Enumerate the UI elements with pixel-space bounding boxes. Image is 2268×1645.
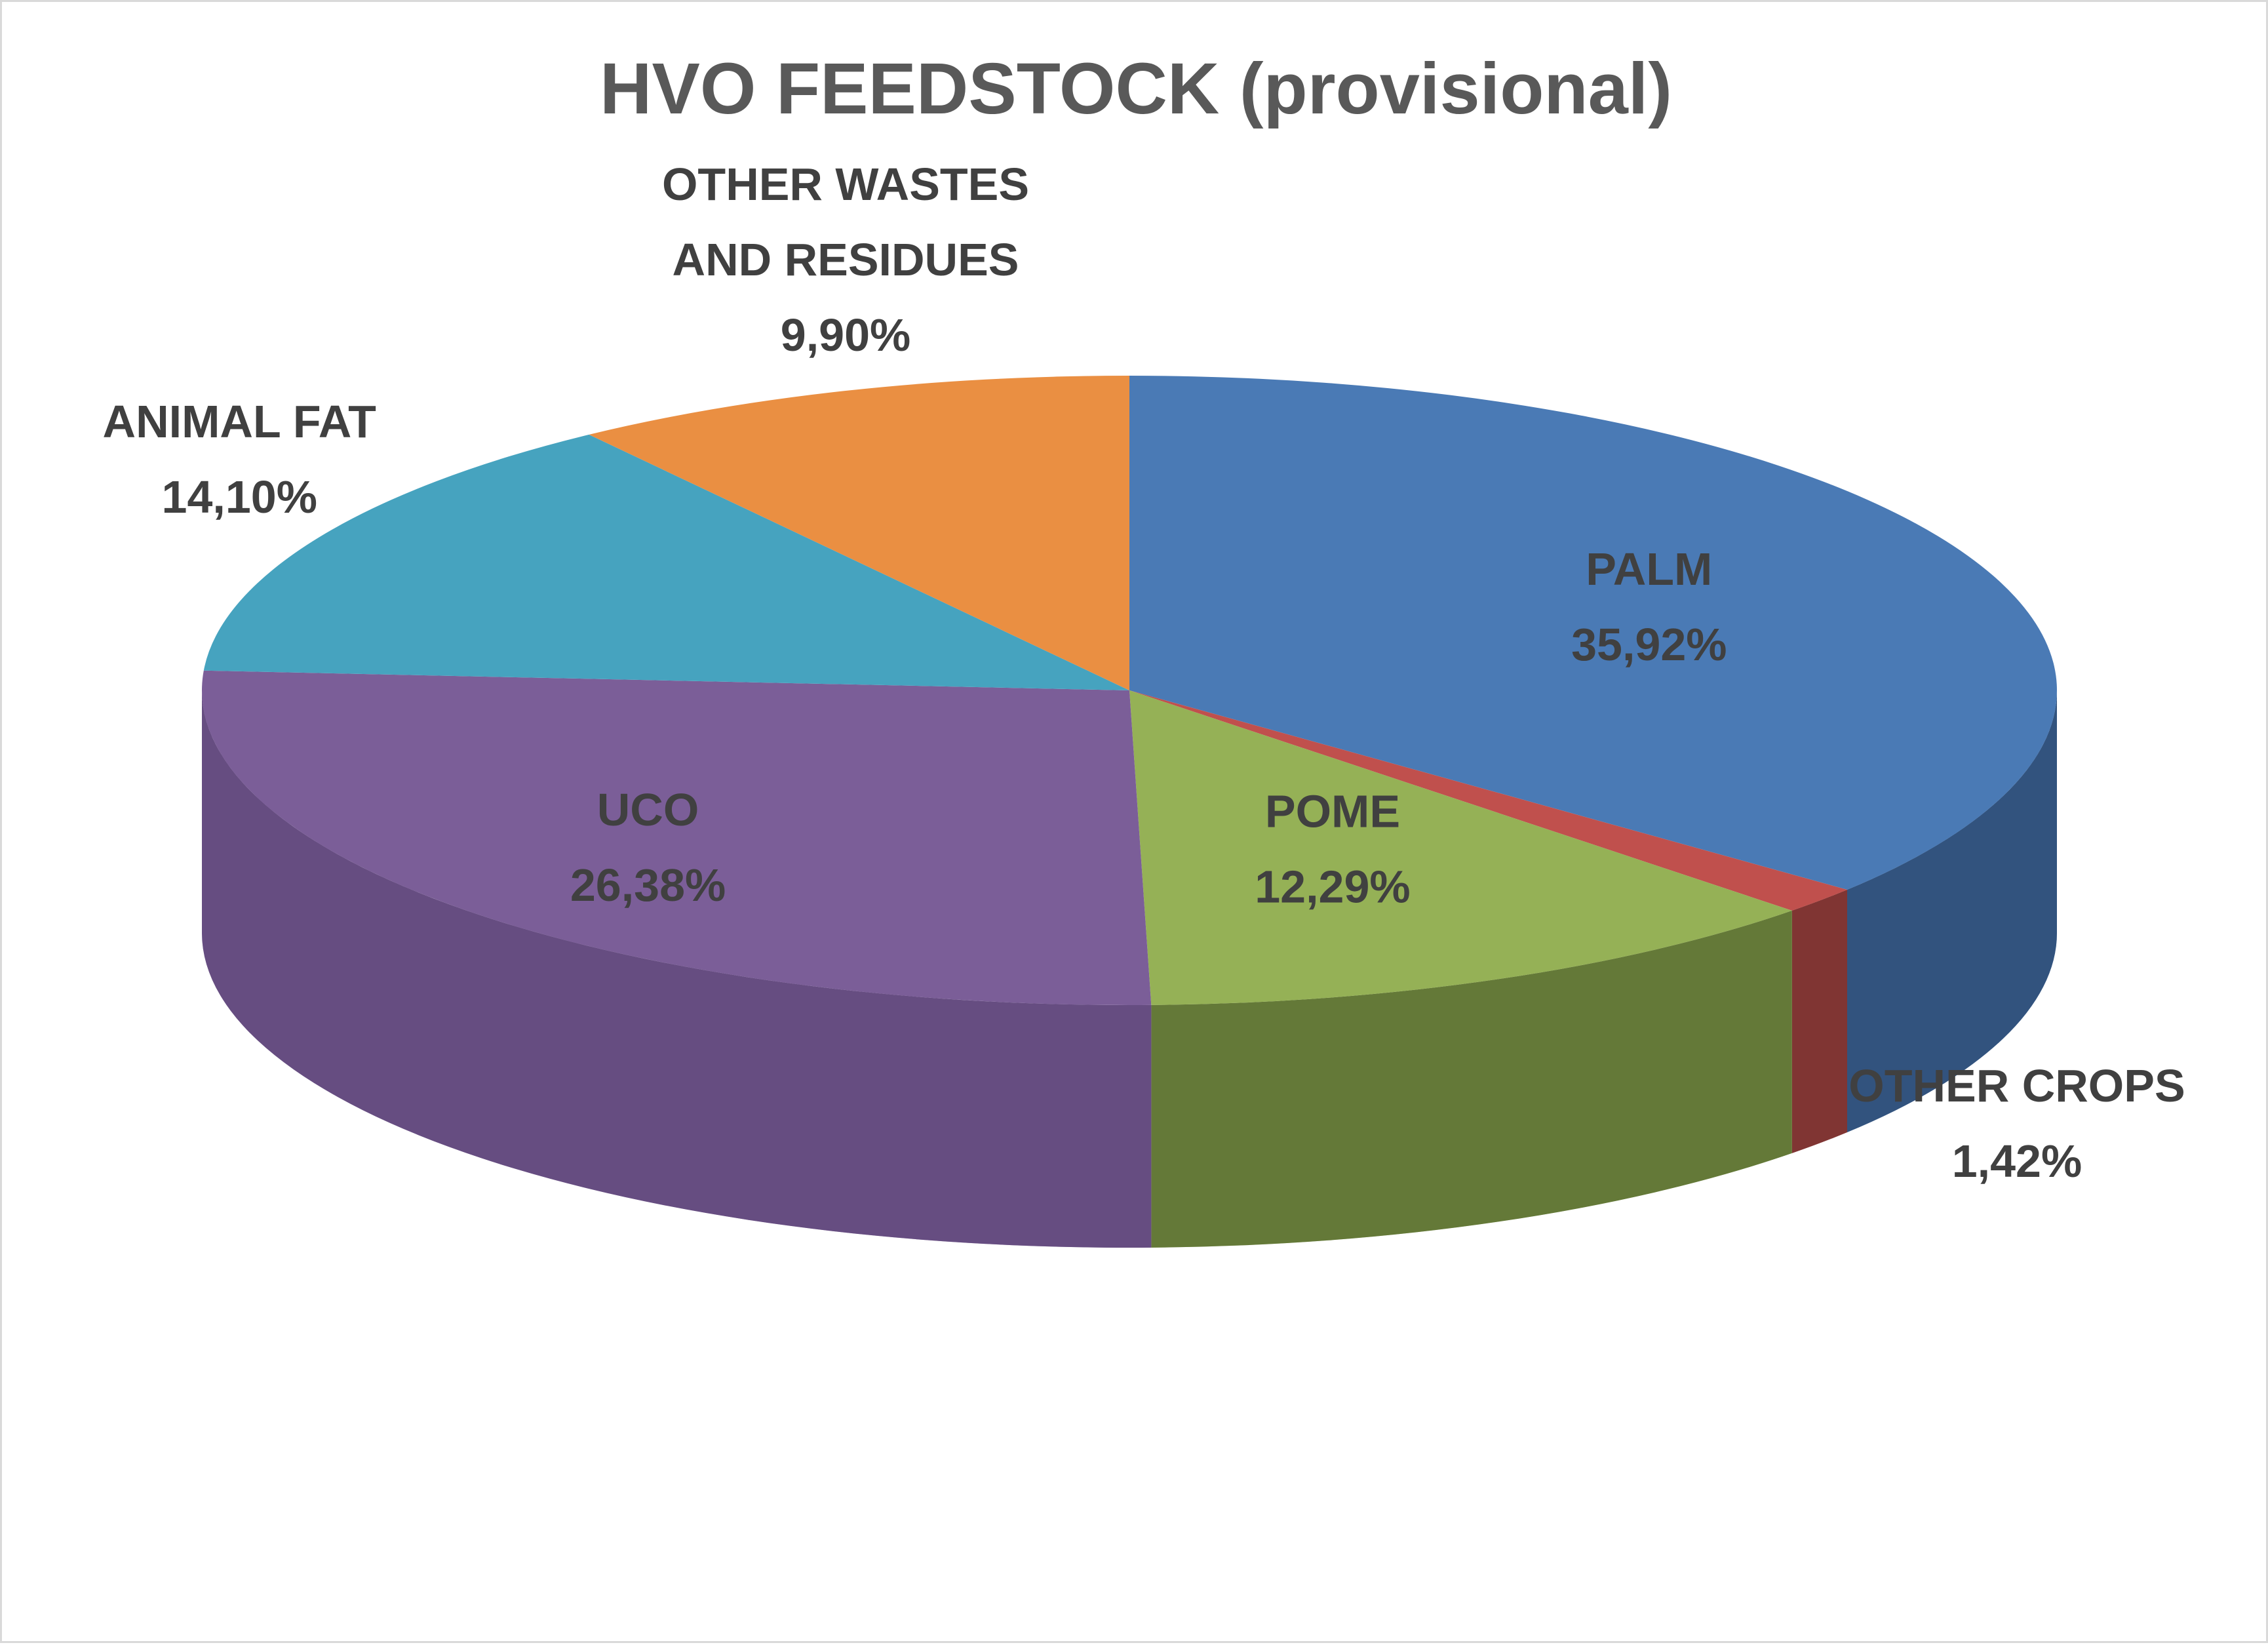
pie-sides [202,690,2057,1248]
slice-label-other-crops-0: OTHER CROPS [1848,1060,2185,1111]
slice-label-other-wastes-and-residues-0: OTHER WASTES [662,159,1029,210]
pie-slices [202,376,2057,1005]
side-palm-shade [1847,690,2057,1133]
slice-animal-fat [203,434,1129,690]
chart-title: HVO FEEDSTOCK (provisional) [600,49,1672,129]
slice-label-uco-1: 26,38% [570,860,726,911]
slice-label-other-wastes-and-residues-1: AND RESIDUES [673,234,1019,285]
slice-label-other-crops-1: 1,42% [1952,1136,2082,1187]
slice-label-other-wastes-and-residues-2: 9,90% [781,309,910,361]
slice-palm [1129,376,2057,890]
slice-label-animal-fat-1: 14,10% [162,471,317,523]
slice-label-palm-1: 35,92% [1571,619,1727,670]
side-other-crops-shade [1791,890,1847,1153]
slice-other-wastes-and-residues [589,376,1129,690]
side-pome-shade [1151,910,1792,1248]
slice-label-palm-0: PALM [1586,544,1712,595]
slice-pome [1129,690,1792,1005]
slice-other-crops [1129,690,1847,911]
slice-labels: PALM 35,92% OTHER CROPS 1,42% POME 12,29% UCO 2… [103,159,2185,1187]
slice-label-uco-0: UCO [597,784,699,835]
slice-label-pome-0: POME [1265,786,1400,837]
side-uco-shade [202,690,1152,1248]
slice-uco [202,670,1152,1005]
slice-label-animal-fat-0: ANIMAL FAT [103,396,376,447]
slice-label-pome-1: 12,29% [1255,862,1410,913]
